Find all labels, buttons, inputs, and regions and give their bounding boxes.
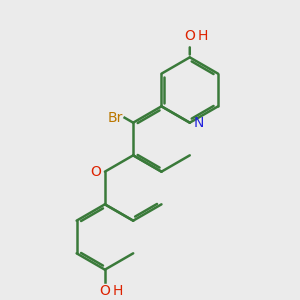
Text: H: H — [113, 284, 123, 298]
Text: O: O — [100, 284, 110, 298]
Text: O: O — [91, 165, 101, 179]
Text: N: N — [193, 116, 203, 130]
Text: Br: Br — [108, 111, 123, 125]
Text: O: O — [184, 29, 195, 43]
Text: H: H — [198, 29, 208, 43]
